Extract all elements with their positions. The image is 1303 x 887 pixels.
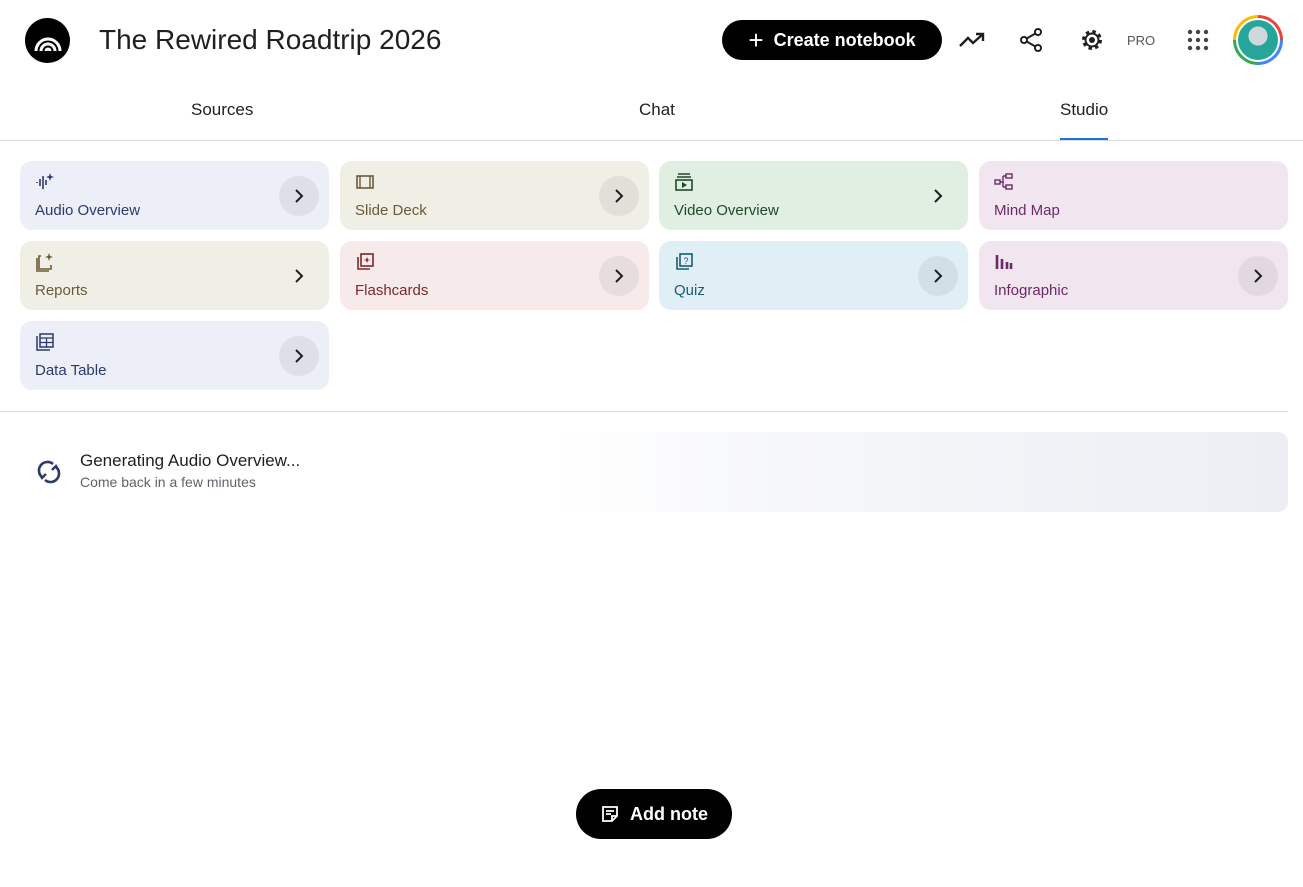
apps-grid-icon[interactable] [1184, 26, 1212, 54]
notebook-title[interactable]: The Rewired Roadtrip 2026 [99, 24, 442, 55]
studio-card-label: Video Overview [674, 202, 779, 219]
studio-card-flashcards[interactable]: Flashcards [340, 241, 649, 310]
analytics-trend-icon[interactable] [958, 26, 986, 54]
chevron-right-icon[interactable] [599, 176, 639, 216]
generating-title: Generating Audio Overview... [80, 451, 301, 470]
note-icon [602, 806, 618, 822]
flashcards-icon [357, 253, 374, 270]
infographic-icon [995, 255, 1013, 269]
pro-badge: PRO [1127, 33, 1156, 48]
create-notebook-button[interactable]: + Create notebook [722, 20, 942, 60]
studio-card-label: Audio Overview [35, 202, 141, 219]
video-icon [675, 173, 693, 191]
quiz-icon: ? [676, 253, 693, 270]
chevron-right-icon[interactable] [1238, 256, 1278, 296]
studio-card-video-overview[interactable]: Video Overview [659, 161, 968, 230]
studio-card-infographic[interactable]: Infographic [979, 241, 1288, 310]
studio-card-label: Infographic [994, 282, 1069, 299]
table-icon [36, 333, 54, 351]
studio-card-mind-map[interactable]: Mind Map [979, 161, 1288, 230]
logo-icon [34, 37, 61, 51]
chevron-right-icon[interactable] [918, 176, 958, 216]
generating-audio-overview-item[interactable]: Generating Audio Overview... Come back i… [20, 432, 1288, 512]
svg-text:?: ? [683, 256, 688, 266]
share-icon[interactable] [1017, 26, 1045, 54]
studio-card-data-table[interactable]: Data Table [20, 321, 329, 390]
studio-card-label: Quiz [674, 282, 705, 299]
tab-bar: Sources Chat Studio [0, 88, 1303, 141]
add-note-label: Add note [630, 803, 708, 824]
slides-icon [356, 175, 374, 189]
account-avatar[interactable] [1233, 15, 1283, 65]
studio-card-label: Mind Map [994, 202, 1060, 219]
plus-icon: + [748, 25, 764, 55]
audio-sparkle-icon [36, 173, 54, 189]
studio-card-audio-overview[interactable]: Audio Overview [20, 161, 329, 230]
studio-card-label: Slide Deck [355, 202, 427, 219]
chevron-right-icon[interactable] [918, 256, 958, 296]
studio-card-quiz[interactable]: ? Quiz [659, 241, 968, 310]
create-notebook-label: Create notebook [773, 29, 916, 50]
tab-studio[interactable]: Studio [1060, 100, 1109, 140]
chevron-right-icon[interactable] [599, 256, 639, 296]
studio-card-label: Data Table [35, 362, 107, 379]
sync-icon [37, 460, 61, 484]
generating-subtitle: Come back in a few minutes [80, 474, 256, 490]
tab-chat[interactable]: Chat [639, 100, 675, 119]
chevron-right-icon[interactable] [279, 336, 319, 376]
chevron-right-icon[interactable] [279, 176, 319, 216]
reports-icon [36, 253, 53, 272]
tab-sources[interactable]: Sources [191, 100, 254, 119]
studio-card-slide-deck[interactable]: Slide Deck [340, 161, 649, 230]
divider [0, 411, 1288, 412]
chevron-right-icon[interactable] [279, 256, 319, 296]
studio-card-reports[interactable]: Reports [20, 241, 329, 310]
notebooklm-logo[interactable] [25, 18, 70, 63]
mind-map-icon [994, 173, 1013, 190]
studio-card-label: Reports [35, 282, 88, 299]
settings-gear-icon[interactable] [1078, 26, 1106, 54]
studio-card-label: Flashcards [355, 282, 429, 299]
add-note-button[interactable]: Add note [576, 789, 732, 839]
